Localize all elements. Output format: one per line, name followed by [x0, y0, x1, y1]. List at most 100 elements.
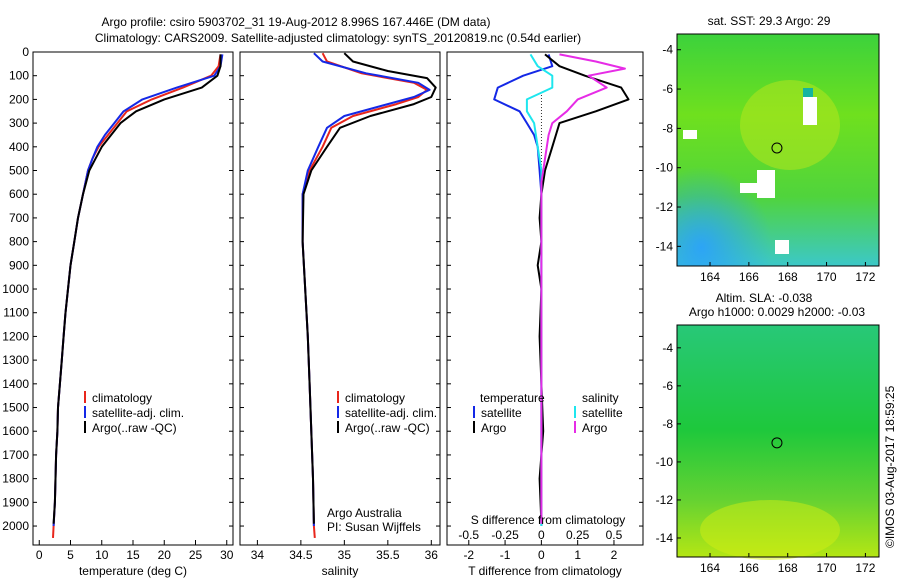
salinity-legend: climatology satellite-adj. clim. Argo(..…	[337, 391, 437, 435]
map-x-tick-label: 170	[817, 270, 837, 284]
difference-x-ticks: -2 -1 0 1 2	[447, 51, 643, 562]
sla-map-ticks: 164 166 168 170 172 -4 -6 -8 -10 -12 -14	[656, 341, 876, 575]
temperature-lines	[52, 54, 224, 538]
series-line-argo	[52, 54, 222, 524]
map-x-tick-label: 166	[739, 561, 759, 575]
salinity-xlabel: salinity	[322, 564, 359, 578]
temperature-xlabel: temperature (deg C)	[79, 564, 187, 578]
s-difference-tick-label: 0.25	[566, 528, 590, 542]
sla-map-panel: Altim. SLA: -0.038 Argo h1000: 0.0029 h2…	[656, 291, 880, 575]
x-tick-label: 36	[425, 548, 439, 562]
depth-y-ticks: 0 100 200 300 400 500 600 700 800 900 1000 1100 1200…	[2, 45, 29, 533]
series-line-satellite	[301, 52, 431, 527]
x-tick-label: -1	[500, 548, 511, 562]
salinity-axes-frame	[239, 51, 441, 546]
x-tick-label: 15	[126, 548, 140, 562]
depth-tick-label: 200	[9, 92, 29, 106]
salinity-lines	[301, 52, 437, 538]
x-tick-label: 10	[95, 548, 109, 562]
difference-legend: temperature satellite Argo salinity sate…	[473, 391, 623, 435]
legend-temperature-heading: temperature	[480, 391, 545, 405]
map-x-tick-label: 170	[817, 561, 837, 575]
depth-tick-label: 1900	[2, 495, 29, 509]
series-line-argo	[301, 52, 437, 524]
x-tick-label: 35.5	[376, 548, 400, 562]
legend-sal-satellite-label: satellite	[582, 406, 623, 420]
sla-high-region	[700, 500, 840, 560]
salinity-x-ticks: 34 34.5 35 35.5 36	[240, 51, 440, 562]
temperature-axes-frame	[32, 51, 234, 546]
difference-axes-frame	[446, 51, 644, 546]
sla-map-frame	[676, 324, 880, 558]
depth-tick-label: 1100	[3, 306, 29, 320]
depth-tick-label: 600	[9, 187, 29, 201]
s-difference-tick-label: -0.25	[491, 528, 519, 542]
s-difference-ticks: -0.5 -0.25 0 0.25 0.5	[458, 528, 622, 542]
s-difference-xlabel: S difference from climatology	[471, 513, 626, 527]
pi-label: PI: Susan Wijffels	[327, 520, 421, 534]
legend-satellite-label: satellite-adj. clim.	[92, 406, 184, 420]
depth-tick-label: 2000	[2, 519, 29, 533]
x-tick-label: 25	[189, 548, 203, 562]
x-tick-label: 2	[611, 548, 618, 562]
depth-tick-label: 100	[9, 69, 29, 83]
map-x-tick-label: 172	[855, 270, 875, 284]
depth-tick-label: 1600	[2, 424, 29, 438]
map-y-tick-label: -10	[656, 161, 674, 175]
depth-tick-label: 700	[9, 211, 29, 225]
legend-temp-satellite-label: satellite	[481, 406, 522, 420]
map-x-tick-label: 166	[739, 270, 759, 284]
depth-tick-label: 0	[22, 45, 29, 59]
x-tick-label: -2	[463, 548, 474, 562]
legend-climatology-label: climatology	[345, 391, 405, 405]
sla-map-title-line1: Altim. SLA: -0.038	[716, 291, 813, 305]
x-tick-label: 1	[574, 548, 581, 562]
sst-argo-position-marker	[771, 142, 783, 154]
map-x-tick-label: 168	[778, 270, 798, 284]
depth-tick-label: 1800	[2, 472, 29, 486]
series-line-sal_satellite	[525, 53, 554, 526]
legend-sal-argo-label: Argo	[582, 421, 608, 435]
legend-argo-label: Argo(..raw -QC)	[92, 421, 177, 435]
map-y-tick-label: -4	[662, 43, 673, 57]
x-tick-label: 0	[538, 548, 545, 562]
map-x-tick-label: 168	[778, 561, 798, 575]
s-difference-tick-label: -0.5	[458, 528, 479, 542]
sla-argo-position-marker	[771, 437, 783, 449]
map-y-tick-label: -12	[656, 200, 674, 214]
sst-cloud-gap	[775, 240, 789, 254]
x-tick-label: 0	[36, 548, 43, 562]
map-y-tick-label: -14	[656, 531, 674, 545]
depth-tick-label: 1500	[2, 401, 29, 415]
x-tick-label: 34.5	[289, 548, 313, 562]
depth-tick-label: 500	[9, 164, 29, 178]
map-y-tick-label: -4	[662, 341, 673, 355]
argo-australia-label: Argo Australia	[327, 506, 402, 520]
depth-tick-label: 900	[9, 258, 29, 272]
x-tick-label: 30	[220, 548, 234, 562]
map-y-tick-label: -14	[656, 239, 674, 253]
sst-cloud-gap-edge	[803, 88, 813, 97]
depth-tick-label: 1300	[2, 353, 29, 367]
depth-tick-label: 1400	[2, 377, 29, 391]
temperature-panel: 0 5 10 15 20 25 30 0 100 200 300 400 500 600 700 800 90…	[2, 45, 233, 578]
x-tick-label: 20	[158, 548, 172, 562]
salinity-panel: 34 34.5 35 35.5 36 salinity climatology sate…	[239, 51, 441, 578]
sst-cloud-gap	[757, 170, 775, 198]
depth-tick-label: 1200	[2, 329, 29, 343]
series-line-satellite	[52, 54, 224, 527]
map-y-tick-label: -12	[656, 493, 674, 507]
sla-map-title-line2: Argo h1000: 0.0029 h2000: -0.03	[689, 305, 865, 319]
legend-salinity-heading: salinity	[582, 391, 619, 405]
sst-map-panel: sat. SST: 29.3 Argo: 29 164 166 168 170 172 -…	[656, 14, 880, 284]
sst-cloud-gap	[740, 183, 758, 193]
sst-cloud-gap	[803, 97, 817, 125]
temperature-legend: climatology satellite-adj. clim. Argo(..…	[84, 391, 184, 435]
sst-warm-region	[740, 80, 840, 170]
x-tick-label: 35	[338, 548, 352, 562]
sst-map-ticks: 164 166 168 170 172 -4 -6 -8 -10 -12 -14	[656, 43, 876, 284]
sst-map-title: sat. SST: 29.3 Argo: 29	[708, 14, 831, 28]
series-line-climatology	[301, 52, 428, 538]
legend-climatology-label: climatology	[92, 391, 152, 405]
